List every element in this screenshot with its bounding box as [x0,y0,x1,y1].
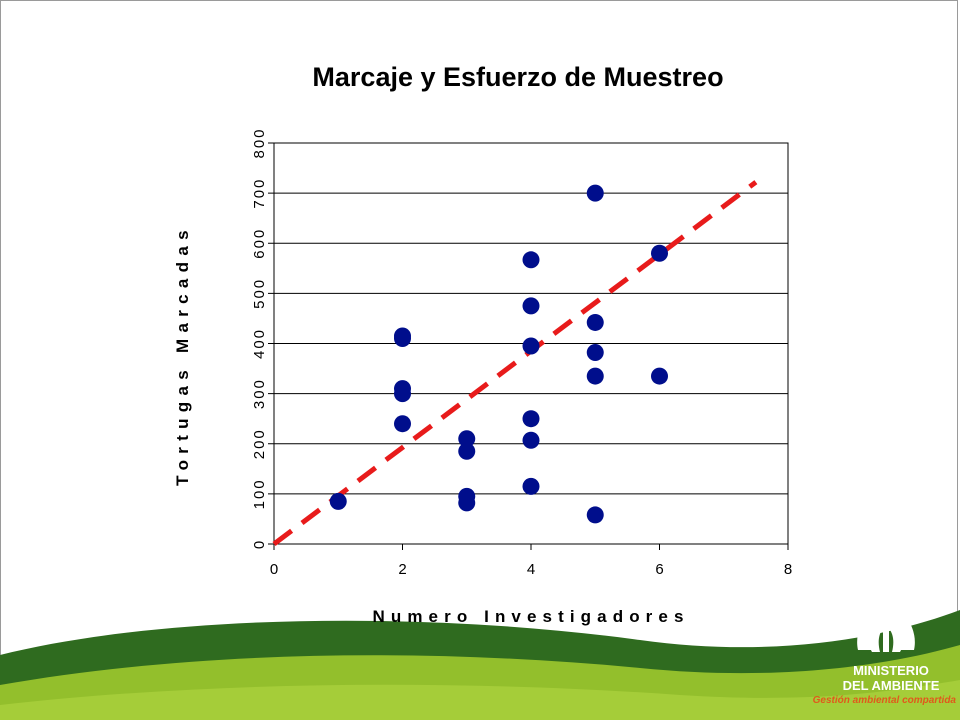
y-tick-label: 100 [251,478,268,509]
ministry-logo-emblem [857,598,915,652]
x-tick-label: 6 [655,561,663,578]
logo-tagline: Gestión ambiental compartida [812,695,956,706]
data-point [651,244,668,262]
emblem-dot [882,620,890,628]
logo-del-ambiente-text: DEL AMBIENTE [842,678,940,693]
data-point [651,367,668,385]
banner-light-streak [0,680,960,720]
data-point [394,385,411,403]
y-tick-label: 700 [251,178,268,209]
data-point [586,367,604,385]
plot-area: 0 100 200 300 400 500 600 700 800 0 2 4 6 8 [251,127,792,578]
logo-ministerio-text: MINISTERIO [853,663,929,678]
trendline-layer [272,180,758,546]
emblem-right-leaf [890,628,903,652]
data-points [329,184,668,524]
x-tick-label: 2 [398,561,406,578]
data-point [394,415,411,433]
trendline [272,180,758,546]
data-point [522,297,540,315]
y-tick-label: 600 [251,228,268,259]
data-point [458,494,476,512]
x-tick-label: 4 [527,561,535,578]
x-axis-title: Numero Investigadores [372,607,689,626]
x-tick-label: 0 [270,561,278,578]
green-banner [0,610,960,720]
data-point [522,477,540,495]
y-tick-label: 0 [251,539,268,549]
x-axis: 0 2 4 6 8 [270,544,792,578]
y-tick-label: 200 [251,428,268,459]
y-tick-label: 400 [251,328,268,359]
y-axis: 0 100 200 300 400 500 600 700 800 [251,127,274,549]
y-tick-label: 500 [251,278,268,309]
data-point [458,430,476,448]
data-point [522,431,540,449]
data-point [586,344,604,362]
data-point [522,337,540,355]
emblem-left-leaf [869,628,882,652]
emblem-stem [883,630,889,652]
y-axis-title: Tortugas Marcadas [173,224,192,486]
slide-title: Marcaje y Esfuerzo de Muestreo [312,62,724,92]
data-point [586,313,604,331]
data-point [586,184,604,202]
y-tick-label: 300 [251,378,268,409]
data-point [329,492,347,510]
x-tick-label: 8 [784,561,792,578]
data-point [394,329,411,347]
data-point [458,442,476,460]
data-point [522,410,540,428]
data-point [522,251,540,269]
y-tick-label: 800 [251,127,268,158]
data-point [586,506,604,524]
